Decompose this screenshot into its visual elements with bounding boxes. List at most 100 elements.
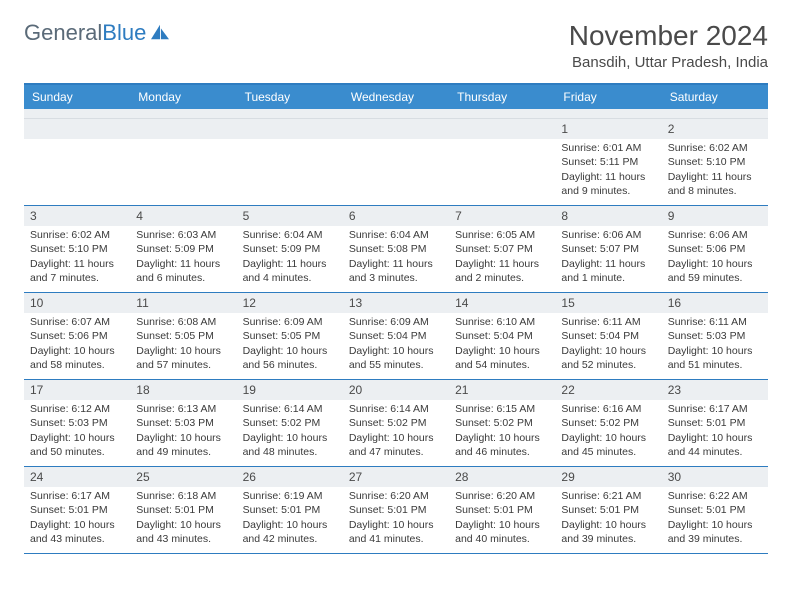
day-number: 3 xyxy=(24,206,130,226)
day-detail-d1: Daylight: 10 hours xyxy=(136,518,230,532)
day-number: 12 xyxy=(237,293,343,313)
title-block: November 2024 Bansdih, Uttar Pradesh, In… xyxy=(569,20,768,71)
day-detail-sr: Sunrise: 6:15 AM xyxy=(455,402,549,416)
day-detail-d2: and 46 minutes. xyxy=(455,445,549,459)
day-cell xyxy=(449,119,555,205)
day-number: 18 xyxy=(130,380,236,400)
day-detail-ss: Sunset: 5:06 PM xyxy=(30,329,124,343)
day-detail-d1: Daylight: 10 hours xyxy=(243,431,337,445)
day-number: 29 xyxy=(555,467,661,487)
day-detail-d2: and 43 minutes. xyxy=(136,532,230,546)
day-detail-ss: Sunset: 5:05 PM xyxy=(243,329,337,343)
day-number: 17 xyxy=(24,380,130,400)
day-number: 21 xyxy=(449,380,555,400)
week-row: 24Sunrise: 6:17 AMSunset: 5:01 PMDayligh… xyxy=(24,467,768,554)
day-detail-ss: Sunset: 5:02 PM xyxy=(243,416,337,430)
day-detail-d1: Daylight: 11 hours xyxy=(561,257,655,271)
day-detail-d1: Daylight: 10 hours xyxy=(349,518,443,532)
day-detail-d2: and 8 minutes. xyxy=(668,184,762,198)
day-number: 20 xyxy=(343,380,449,400)
day-detail-d2: and 51 minutes. xyxy=(668,358,762,372)
location-label: Bansdih, Uttar Pradesh, India xyxy=(569,54,768,71)
day-detail-d1: Daylight: 10 hours xyxy=(243,518,337,532)
day-detail-d1: Daylight: 11 hours xyxy=(243,257,337,271)
day-detail-ss: Sunset: 5:10 PM xyxy=(30,242,124,256)
day-detail-ss: Sunset: 5:01 PM xyxy=(668,416,762,430)
day-detail-d2: and 40 minutes. xyxy=(455,532,549,546)
day-detail-ss: Sunset: 5:02 PM xyxy=(349,416,443,430)
day-number: 22 xyxy=(555,380,661,400)
day-detail-ss: Sunset: 5:03 PM xyxy=(30,416,124,430)
day-number: 30 xyxy=(662,467,768,487)
day-detail-ss: Sunset: 5:09 PM xyxy=(243,242,337,256)
day-detail-d1: Daylight: 10 hours xyxy=(561,518,655,532)
day-detail-sr: Sunrise: 6:08 AM xyxy=(136,315,230,329)
day-detail-sr: Sunrise: 6:20 AM xyxy=(349,489,443,503)
day-cell: 21Sunrise: 6:15 AMSunset: 5:02 PMDayligh… xyxy=(449,380,555,466)
day-number: 2 xyxy=(662,119,768,139)
day-cell: 6Sunrise: 6:04 AMSunset: 5:08 PMDaylight… xyxy=(343,206,449,292)
day-cell: 28Sunrise: 6:20 AMSunset: 5:01 PMDayligh… xyxy=(449,467,555,553)
day-detail-sr: Sunrise: 6:11 AM xyxy=(668,315,762,329)
weekday-header-row: SundayMondayTuesdayWednesdayThursdayFrid… xyxy=(24,85,768,109)
day-number: 15 xyxy=(555,293,661,313)
day-cell: 15Sunrise: 6:11 AMSunset: 5:04 PMDayligh… xyxy=(555,293,661,379)
day-cell: 11Sunrise: 6:08 AMSunset: 5:05 PMDayligh… xyxy=(130,293,236,379)
day-number: 7 xyxy=(449,206,555,226)
day-cell: 9Sunrise: 6:06 AMSunset: 5:06 PMDaylight… xyxy=(662,206,768,292)
day-detail-d2: and 42 minutes. xyxy=(243,532,337,546)
week-row: 3 Sunrise: 6:02 AMSunset: 5:10 PM Daylight… xyxy=(24,206,768,293)
day-detail-ss: Sunset: 5:02 PM xyxy=(561,416,655,430)
day-detail-sr: Sunrise: 6:09 AM xyxy=(243,315,337,329)
day-detail-sr: Sunrise: 6:14 AM xyxy=(243,402,337,416)
day-detail-d2: and 59 minutes. xyxy=(668,271,762,285)
day-detail-d1: Daylight: 10 hours xyxy=(243,344,337,358)
weekday-header: Friday xyxy=(555,85,661,109)
day-number: 27 xyxy=(343,467,449,487)
day-detail-d1: Daylight: 10 hours xyxy=(668,344,762,358)
day-detail-ss: Sunset: 5:01 PM xyxy=(455,503,549,517)
day-cell: 25Sunrise: 6:18 AMSunset: 5:01 PMDayligh… xyxy=(130,467,236,553)
day-number: 16 xyxy=(662,293,768,313)
page-header: GeneralBlue November 2024 Bansdih, Uttar… xyxy=(24,20,768,71)
day-number-empty xyxy=(343,119,449,139)
day-detail-sr: Sunrise: 6:02 AM xyxy=(30,228,124,242)
day-detail-sr: Sunrise: 6:03 AM xyxy=(136,228,230,242)
day-number: 24 xyxy=(24,467,130,487)
day-detail-sr: Sunrise: 6:20 AM xyxy=(455,489,549,503)
day-detail-ss: Sunset: 5:01 PM xyxy=(668,503,762,517)
day-detail-d1: Daylight: 10 hours xyxy=(455,344,549,358)
day-cell: 14Sunrise: 6:10 AMSunset: 5:04 PMDayligh… xyxy=(449,293,555,379)
day-detail-d1: Daylight: 10 hours xyxy=(30,344,124,358)
day-detail-d1: Daylight: 10 hours xyxy=(30,431,124,445)
day-cell: 1Sunrise: 6:01 AMSunset: 5:11 PMDaylight… xyxy=(555,119,661,205)
day-number: 1 xyxy=(555,119,661,139)
day-detail-ss: Sunset: 5:07 PM xyxy=(455,242,549,256)
day-detail-sr: Sunrise: 6:17 AM xyxy=(668,402,762,416)
day-detail-d1: Daylight: 10 hours xyxy=(455,518,549,532)
day-cell: 29Sunrise: 6:21 AMSunset: 5:01 PMDayligh… xyxy=(555,467,661,553)
day-number: 5 xyxy=(237,206,343,226)
day-number: 23 xyxy=(662,380,768,400)
day-cell: 18Sunrise: 6:13 AMSunset: 5:03 PMDayligh… xyxy=(130,380,236,466)
day-cell xyxy=(343,119,449,205)
day-detail-ss: Sunset: 5:01 PM xyxy=(30,503,124,517)
day-detail-ss: Sunset: 5:01 PM xyxy=(561,503,655,517)
day-cell: 10Sunrise: 6:07 AMSunset: 5:06 PMDayligh… xyxy=(24,293,130,379)
day-detail-sr: Sunrise: 6:04 AM xyxy=(349,228,443,242)
day-detail-d1: Daylight: 10 hours xyxy=(668,518,762,532)
day-number: 11 xyxy=(130,293,236,313)
day-cell: 22Sunrise: 6:16 AMSunset: 5:02 PMDayligh… xyxy=(555,380,661,466)
header-spacer xyxy=(24,109,768,119)
day-cell: 13Sunrise: 6:09 AMSunset: 5:04 PMDayligh… xyxy=(343,293,449,379)
day-number-empty xyxy=(24,119,130,139)
day-detail-ss: Sunset: 5:05 PM xyxy=(136,329,230,343)
day-cell xyxy=(130,119,236,205)
day-detail-ss: Sunset: 5:06 PM xyxy=(668,242,762,256)
day-detail-sr: Sunrise: 6:04 AM xyxy=(243,228,337,242)
day-detail-ss: Sunset: 5:02 PM xyxy=(455,416,549,430)
day-detail-sr: Sunrise: 6:11 AM xyxy=(561,315,655,329)
day-detail-d2: and 48 minutes. xyxy=(243,445,337,459)
day-cell: 7Sunrise: 6:05 AMSunset: 5:07 PMDaylight… xyxy=(449,206,555,292)
day-cell: 16Sunrise: 6:11 AMSunset: 5:03 PMDayligh… xyxy=(662,293,768,379)
